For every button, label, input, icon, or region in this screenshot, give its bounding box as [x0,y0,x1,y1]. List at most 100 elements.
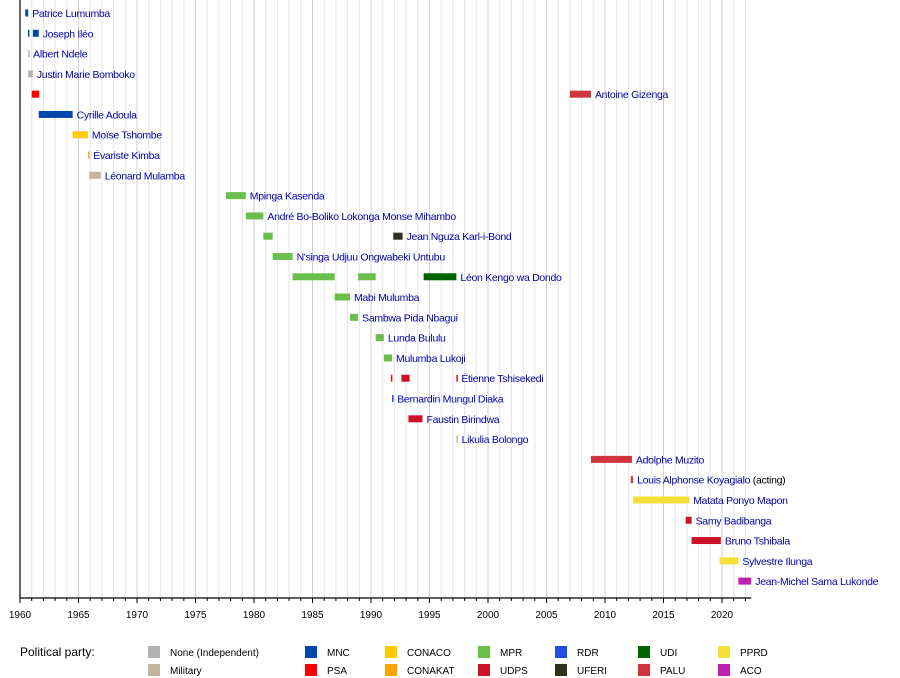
legend-swatch [385,664,397,676]
name-text: Mabi Mulumba [354,292,420,304]
name-labels: Patrice Lumumba Joseph Iléo Albert Ndele Ju… [32,8,879,588]
name-label: Matata Ponyo Mapon [693,495,788,507]
name-label: Moïse Tshombe [92,130,162,142]
name-label: Patrice Lumumba [32,8,110,20]
tick-label: 1990 [360,610,383,621]
name-label: Bernardin Mungul Diaka [397,394,504,406]
legend-label: UDPS [500,666,528,677]
tick-label: 1970 [126,610,149,621]
name-text: Albert Ndele [33,49,88,61]
name-label: Sambwa Pida Nbagui [362,312,458,324]
legend-swatch [638,646,650,658]
term-bar [28,50,30,58]
term-bar [31,90,40,98]
gridlines [31,0,746,598]
term-bar [392,395,394,403]
acting-note: (acting) [750,475,785,487]
term-bar [272,252,293,260]
term-bar [89,171,101,179]
term-bar [569,90,591,98]
name-label: Adolphe Muzito [636,454,705,466]
name-text: Antoine Gizenga [595,89,669,101]
term-bar [383,354,393,362]
name-text: André Bo-Boliko Lokonga Monse Mihambo [267,211,456,223]
legend-swatch [305,646,317,658]
name-text: Évariste Kimba [93,149,160,162]
name-label: N'singa Udjuu Ongwabeki Untubu [297,251,446,263]
name-text: Patrice Lumumba [32,8,110,20]
legend-swatch [148,646,160,658]
name-text: Sambwa Pida Nbagui [362,312,458,324]
term-bar [590,455,632,463]
legend-label: CONACO [407,648,451,659]
tick-label: 1985 [301,610,324,621]
name-text: Louis Alphonse Koyagialo [637,475,751,487]
term-bar [393,232,403,240]
legend-swatch [638,664,650,676]
name-text: Léonard Mulamba [105,170,186,182]
name-label: André Bo-Boliko Lokonga Monse Mihambo [267,211,456,223]
term-bar [691,537,721,545]
name-label: Évariste Kimba [93,149,160,162]
name-label: Mpinga Kasenda [250,191,325,203]
term-bar [719,557,739,565]
legend: Political party: None (Independent) Milit… [20,645,768,677]
term-bar [408,415,423,423]
tick-label: 2015 [652,610,675,621]
term-bar [401,374,410,382]
name-label: Albert Ndele [33,49,88,61]
term-bar [27,29,30,37]
name-text: Étienne Tshisekedi [461,372,543,385]
name-label: Faustin Birindwa [426,414,499,426]
name-text: Likulia Bolongo [462,434,529,446]
legend-swatch [718,664,730,676]
tick-label: 2005 [535,610,558,621]
legend-swatch [555,664,567,676]
term-bar [456,435,458,443]
term-bar [685,516,692,524]
term-bar [358,273,376,281]
legend-label: None (Independent) [170,648,259,659]
tick-label: 1975 [184,610,207,621]
term-bar [245,212,264,220]
term-bar [72,131,88,139]
legend-label: UFERI [577,666,607,677]
x-axis: 1960 1965 1970 1975 1980 1985 1990 1995 2000 2005… [9,0,752,621]
name-label: Lunda Bululu [388,333,446,345]
name-label: Antoine Gizenga [595,89,669,101]
name-text: Cyrille Adoula [77,109,137,121]
legend-label: CONAKAT [407,666,455,677]
legend-label: MNC [327,648,350,659]
name-label: Léon Kengo wa Dondo [460,272,562,284]
name-text: Jean Nguza Karl-i-Bond [407,231,512,243]
term-bar [375,334,384,342]
name-text: N'singa Udjuu Ongwabeki Untubu [297,251,446,263]
legend-label: PPRD [740,648,768,659]
term-bar [738,577,752,585]
legend-swatch [555,646,567,658]
name-text: Matata Ponyo Mapon [693,495,788,507]
term-bar [349,313,359,321]
name-label: Justin Marie Bomboko [37,69,135,81]
legend-swatch [305,664,317,676]
term-bar [456,374,458,382]
name-label: Samy Badibanga [696,515,772,527]
name-text: Lunda Bululu [388,333,446,345]
name-label: Cyrille Adoula [77,109,137,121]
name-text: Moïse Tshombe [92,130,162,142]
term-bar [25,9,29,17]
name-label: Mabi Mulumba [354,292,420,304]
name-text: Sylvestre Ilunga [742,556,812,568]
name-label: Joseph Iléo [43,28,94,40]
legend-swatch [478,664,490,676]
name-text: Jean-Michel Sama Lukonde [755,576,878,588]
name-text: Bruno Tshibala [725,536,791,548]
name-text: Mulumba Lukoji [396,353,465,365]
tick-label: 2010 [594,610,617,621]
tick-label: 1995 [418,610,441,621]
legend-label: PALU [660,666,685,677]
name-text: Adolphe Muzito [636,454,705,466]
legend-label: MPR [500,648,522,659]
term-bar [38,110,73,118]
legend-label: ACO [740,666,762,677]
